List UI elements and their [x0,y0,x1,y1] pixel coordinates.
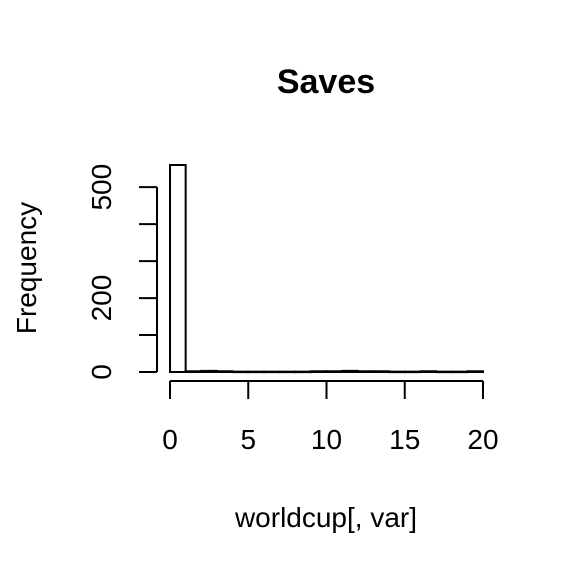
histogram-bar [372,370,391,373]
histogram-bar [215,370,234,373]
histogram-bar [450,370,469,374]
histogram-bar [435,370,453,374]
y-tick-label: 0 [86,364,117,380]
histogram-bar [403,370,422,374]
histogram-bar [262,370,281,374]
histogram-bar [309,370,328,373]
x-axis: 0 5 10 15 20 [162,380,499,455]
x-tick-label: 20 [467,424,498,455]
chart-title: Saves [277,63,375,101]
x-tick-label: 0 [162,424,178,455]
y-tick-label: 200 [86,275,117,322]
histogram-bar [356,370,375,373]
bars-group [169,164,485,374]
histogram-bar [169,164,187,373]
y-axis-label: Frequency [11,202,42,334]
histogram-bar [294,370,312,374]
histogram-bar [200,369,218,374]
histogram-bar [231,370,250,374]
histogram-bar [419,370,438,373]
histogram-bar [184,370,203,373]
histogram-bar [466,370,485,373]
histogram-bar [341,369,359,374]
x-tick-label: 15 [389,424,420,455]
histogram-bar [278,370,297,374]
x-axis-label: worldcup[, var] [234,502,417,533]
histogram-bar [247,370,265,374]
x-tick-label: 10 [311,424,342,455]
histogram-bar [325,370,344,373]
x-tick-label: 5 [240,424,256,455]
y-axis: 0 200 500 [86,164,158,380]
histogram-bar [388,370,406,374]
y-tick-label: 500 [86,164,117,211]
